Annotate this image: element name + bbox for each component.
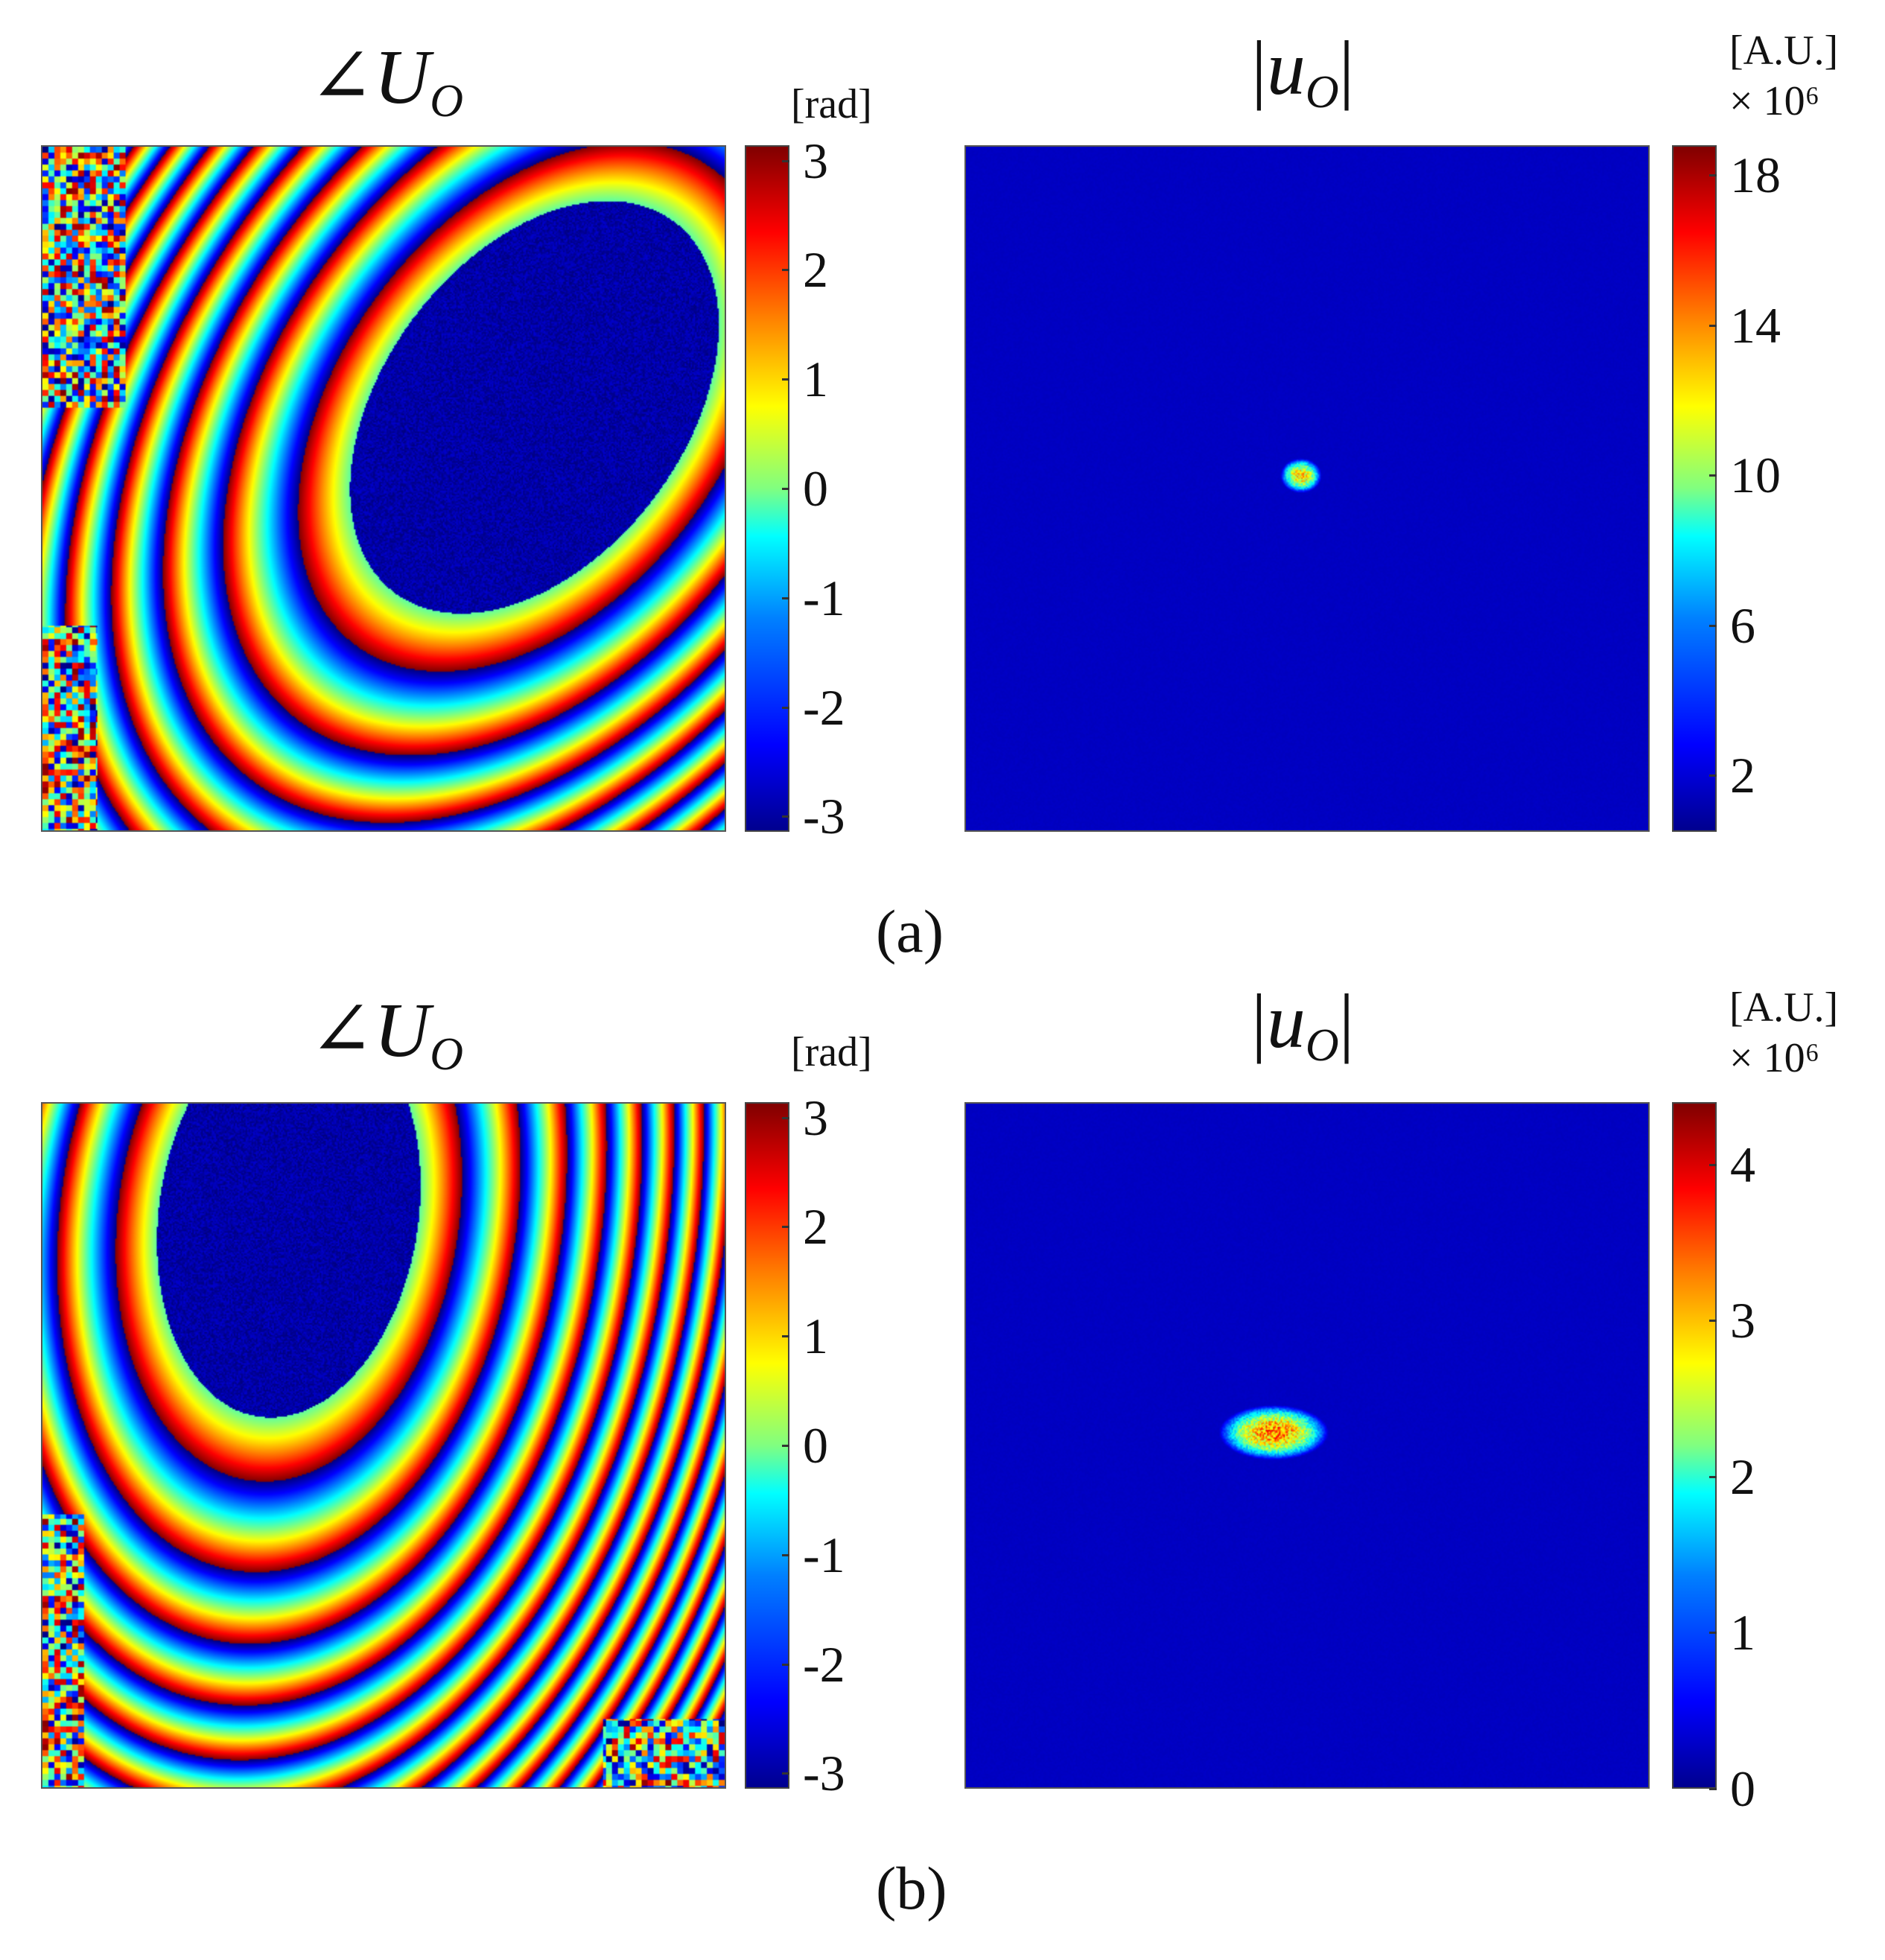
magnitude-unit-b: [A.U.] × 10⁶ <box>1729 987 1838 1079</box>
phase-colorbar-tick-label: 0 <box>803 1417 828 1474</box>
magnitude-colorbar-tickmark <box>1709 474 1717 477</box>
phase-colorbar-tick-label: 3 <box>803 132 828 189</box>
phase-colorbar-tickmark <box>782 1553 789 1556</box>
magnitude-colorbar-tick-label: 14 <box>1730 296 1781 354</box>
phase-colorbar-tick-label: -2 <box>803 1635 845 1693</box>
magnitude-colorbar-tick-label: 2 <box>1730 747 1755 804</box>
subfigure-label-a: (a) <box>876 897 944 965</box>
phase-colorbar-tick-label: -1 <box>803 569 845 626</box>
magnitude-colorbar-tickmark <box>1709 1163 1717 1166</box>
phase-colorbar-tick-label: -1 <box>803 1526 845 1583</box>
magnitude-map-b <box>964 1102 1650 1789</box>
phase-title-a: ∠UO <box>309 31 464 127</box>
magnitude-colorbar-tick-label: 2 <box>1730 1448 1755 1505</box>
phase-colorbar-tick-label: -2 <box>803 678 845 736</box>
magnitude-colorbar-tick-label: 4 <box>1730 1136 1755 1193</box>
magnitude-colorbar-tick-label: 18 <box>1730 147 1781 204</box>
magnitude-colorbar-tick-label: 0 <box>1730 1760 1755 1817</box>
magnitude-unit-line2-a: × 10⁶ <box>1729 78 1820 124</box>
phase-colorbar-tickmark <box>782 596 789 599</box>
magnitude-colorbar-b <box>1672 1102 1717 1789</box>
phase-colorbar-tickmark <box>782 1116 789 1119</box>
magnitude-colorbar-tick-label: 1 <box>1730 1604 1755 1661</box>
phase-colorbar-tickmark <box>782 815 789 818</box>
magnitude-title-b: |uO| <box>1251 979 1355 1071</box>
phase-colorbar-tickmark <box>782 378 789 381</box>
magnitude-colorbar-tickmark <box>1709 624 1717 627</box>
magnitude-colorbar-tick-label: 3 <box>1730 1292 1755 1349</box>
magnitude-colorbar-tick-label: 6 <box>1730 596 1755 654</box>
phase-colorbar-tick-label: -3 <box>803 788 845 845</box>
phase-colorbar-tickmark <box>782 159 789 162</box>
phase-colorbar-tickmark <box>782 1772 789 1775</box>
phase-colorbar-tick-label: 1 <box>803 1308 828 1365</box>
magnitude-colorbar-tickmark <box>1709 774 1717 777</box>
magnitude-unit-line1-a: [A.U.] <box>1729 28 1839 74</box>
magnitude-colorbar-tickmark <box>1709 1788 1717 1790</box>
subfigure-label-b: (b) <box>876 1854 947 1922</box>
phase-unit-b: [rad] <box>791 1029 872 1075</box>
magnitude-unit-line1-b: [A.U.] <box>1729 984 1839 1031</box>
phase-colorbar-tick-label: -3 <box>803 1745 845 1802</box>
magnitude-colorbar-tickmark <box>1709 1475 1717 1478</box>
phase-map-a <box>41 145 726 832</box>
phase-colorbar-tick-label: 3 <box>803 1089 828 1146</box>
phase-unit-a: [rad] <box>791 81 872 127</box>
phase-colorbar-tickmark <box>782 1226 789 1229</box>
magnitude-colorbar-tickmark <box>1709 1632 1717 1635</box>
magnitude-unit-line2-b: × 10⁶ <box>1729 1035 1820 1081</box>
phase-colorbar-tickmark <box>782 1335 789 1338</box>
phase-colorbar-tickmark <box>782 1445 789 1447</box>
phase-colorbar-tickmark <box>782 269 789 272</box>
magnitude-colorbar-a <box>1672 145 1717 832</box>
magnitude-colorbar-tickmark <box>1709 1320 1717 1323</box>
phase-colorbar-tickmark <box>782 706 789 709</box>
phase-colorbar-tickmark <box>782 1663 789 1666</box>
phase-colorbar-tick-label: 2 <box>803 241 828 299</box>
magnitude-colorbar-tick-label: 10 <box>1730 447 1781 504</box>
phase-colorbar-tick-label: 2 <box>803 1198 828 1256</box>
magnitude-unit-a: [A.U.] × 10⁶ <box>1729 30 1838 122</box>
magnitude-title-a: |uO| <box>1251 25 1355 118</box>
magnitude-colorbar-tickmark <box>1709 324 1717 327</box>
phase-title-b: ∠UO <box>309 984 464 1080</box>
phase-colorbar-tick-label: 1 <box>803 351 828 408</box>
phase-colorbar-tick-label: 0 <box>803 460 828 517</box>
magnitude-map-a <box>964 145 1650 832</box>
phase-map-b <box>41 1102 726 1789</box>
phase-colorbar-tickmark <box>782 488 789 490</box>
magnitude-colorbar-tickmark <box>1709 174 1717 177</box>
